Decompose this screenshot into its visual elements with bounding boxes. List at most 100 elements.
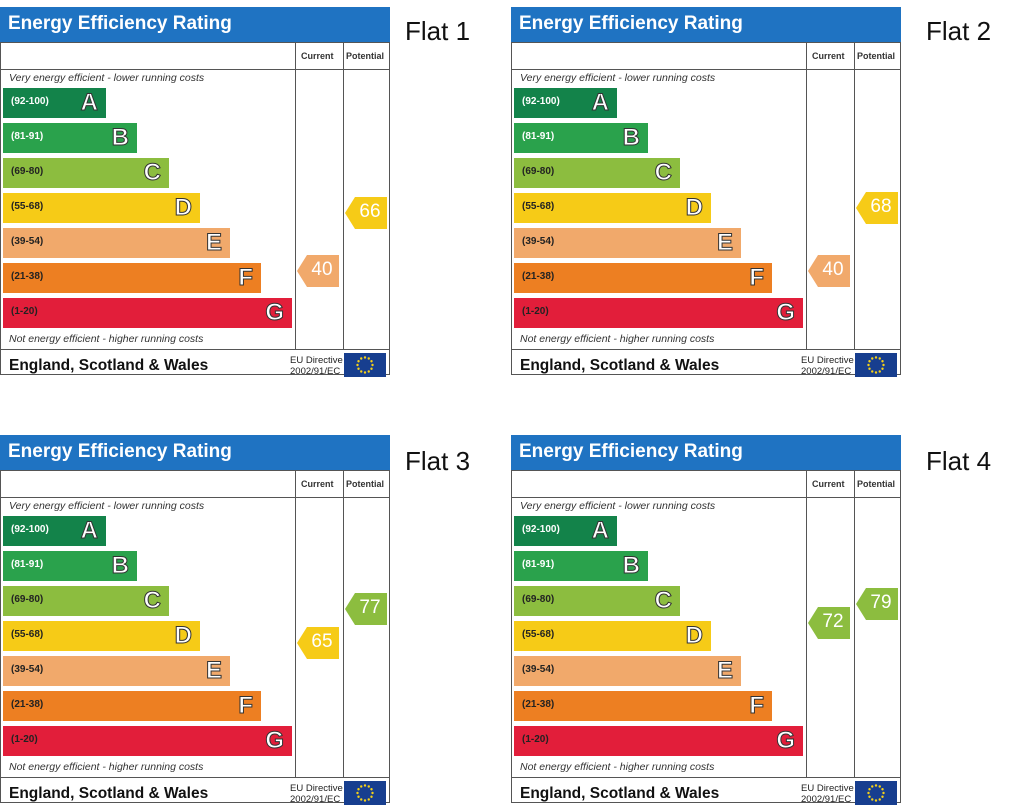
footer-divider [1, 777, 389, 778]
potential-column-header: Potential [346, 51, 385, 61]
current-column-divider [806, 43, 807, 349]
eu-star [360, 798, 363, 801]
eu-star [868, 360, 871, 363]
bottom-note: Not energy efficient - higher running co… [520, 333, 715, 345]
rating-band-e: (39-54) E [3, 656, 230, 686]
potential-rating-arrow [345, 196, 387, 229]
eu-star [874, 356, 878, 359]
eu-star [356, 363, 359, 367]
band-letter: A [591, 89, 609, 117]
eu-directive-number: 2002/91/EC [801, 366, 852, 377]
rating-table: Current Potential Very energy efficient - … [0, 470, 390, 805]
eu-star [882, 363, 885, 367]
eu-star [871, 785, 874, 788]
potential-rating-value: 68 [870, 196, 892, 217]
current-rating-arrow [808, 606, 850, 639]
eu-flag-icon [344, 353, 386, 377]
eu-star [370, 795, 373, 798]
band-range-label: (1-20) [522, 734, 549, 745]
flat-label: Flat 3 [405, 446, 471, 476]
rating-band-b: (81-91) B [514, 123, 648, 153]
rating-band-g: (1-20) G [514, 298, 803, 328]
rating-band-d: (55-68) D [3, 621, 200, 651]
eu-star [370, 367, 373, 370]
eu-directive-number: 2002/91/EC [290, 366, 341, 377]
current-rating-value: 40 [311, 259, 333, 280]
rating-band-d: (55-68) D [514, 621, 711, 651]
band-range-label: (55-68) [11, 629, 44, 640]
flat-label: Flat 4 [926, 446, 992, 476]
panel-title: Energy Efficiency Rating [8, 13, 232, 34]
rating-band-e: (39-54) E [514, 228, 741, 258]
eu-star [360, 357, 363, 360]
potential-column-header: Potential [857, 51, 896, 61]
band-range-label: (55-68) [522, 201, 555, 212]
flat-label: Flat 2 [926, 16, 992, 46]
eu-star [370, 788, 373, 791]
eu-star [363, 784, 367, 787]
band-range-label: (21-38) [522, 271, 555, 282]
band-letter: E [716, 657, 733, 685]
band-letter: D [685, 622, 703, 650]
footer-divider [512, 349, 900, 350]
potential-rating-value: 79 [870, 591, 892, 613]
band-range-label: (81-91) [11, 131, 44, 142]
panel-title: Energy Efficiency Rating [519, 441, 743, 462]
region-label: England, Scotland & Wales [9, 785, 209, 802]
rating-band-c: (69-80) C [514, 586, 680, 616]
header-divider [1, 69, 389, 70]
eu-star [881, 795, 884, 798]
potential-column-header: Potential [857, 479, 896, 489]
rating-table: Current Potential Very energy efficient - … [511, 470, 901, 805]
rating-band-e: (39-54) E [3, 228, 230, 258]
current-column-header: Current [301, 479, 334, 489]
eu-star [356, 791, 359, 795]
band-letter: D [174, 194, 192, 222]
band-range-label: (21-38) [11, 271, 44, 282]
top-note: Very energy efficient - lower running co… [520, 500, 716, 512]
eu-star [878, 357, 881, 360]
eu-star [357, 367, 360, 370]
band-range-label: (81-91) [522, 559, 555, 570]
current-rating-arrow [808, 255, 850, 287]
current-rating-arrow [297, 255, 339, 287]
eu-star [874, 371, 878, 374]
current-column-header: Current [812, 479, 845, 489]
band-letter: F [749, 692, 765, 720]
rating-band-b: (81-91) B [3, 551, 137, 581]
eu-star [881, 360, 884, 363]
band-range-label: (55-68) [11, 201, 44, 212]
rating-band-g: (1-20) G [3, 298, 292, 328]
eu-star [878, 785, 881, 788]
header-divider [512, 69, 900, 70]
current-column-header: Current [812, 51, 845, 61]
band-letter: B [622, 552, 640, 580]
eu-star [882, 791, 885, 795]
rating-band-g: (1-20) G [514, 726, 803, 756]
band-letter: E [205, 229, 222, 257]
region-label: England, Scotland & Wales [520, 785, 720, 802]
band-letter: A [591, 517, 609, 545]
panel-header: Energy Efficiency Rating [0, 7, 390, 42]
eu-star [363, 356, 367, 359]
eu-star [357, 795, 360, 798]
band-range-label: (81-91) [11, 559, 44, 570]
eu-flag-icon [855, 781, 897, 805]
eu-star [871, 357, 874, 360]
current-column-divider [295, 471, 296, 777]
band-letter: G [776, 727, 796, 755]
band-letter: B [111, 552, 129, 580]
panel-title: Energy Efficiency Rating [8, 441, 232, 462]
band-range-label: (21-38) [11, 699, 44, 710]
eu-star [357, 360, 360, 363]
panel-header: Energy Efficiency Rating [511, 435, 901, 470]
current-rating-value: 72 [822, 610, 844, 632]
band-letter: E [205, 657, 222, 685]
header-divider [1, 497, 389, 498]
epc-panel: Energy Efficiency Rating Current Potential… [0, 435, 390, 805]
rating-table: Current Potential Very energy efficient - … [0, 42, 390, 377]
band-range-label: (21-38) [522, 699, 555, 710]
band-range-label: (39-54) [11, 664, 44, 675]
band-range-label: (39-54) [522, 236, 555, 247]
band-range-label: (92-100) [522, 524, 560, 535]
